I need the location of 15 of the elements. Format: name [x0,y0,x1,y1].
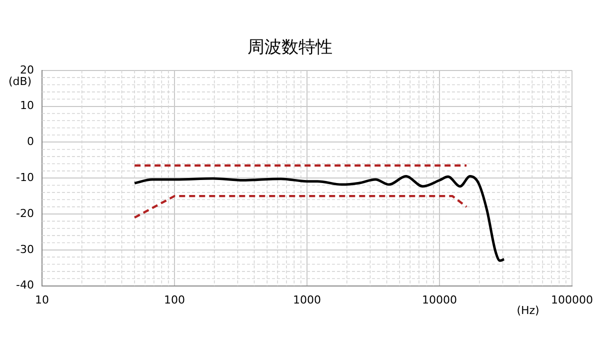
y-tick-label: 0 [26,135,34,148]
x-tick-label: 1000 [292,293,321,306]
y-tick-label: -20 [16,206,34,220]
y-tick-label: -40 [16,278,34,292]
y-tick-label: -30 [16,242,34,256]
x-tick-label: 10 [34,293,49,306]
chart-title: 周波数特性 [248,38,332,58]
x-tick-label: 10000 [422,293,457,306]
y-tick-label: 10 [20,99,34,112]
y-axis-title: (dB) [8,74,32,88]
x-tick-label: 100000 [551,293,593,306]
y-tick-label: 20 [20,63,34,76]
x-tick-label: 100 [164,293,185,306]
y-tick-label: -10 [16,170,34,184]
x-axis-title: (Hz) [516,304,540,318]
